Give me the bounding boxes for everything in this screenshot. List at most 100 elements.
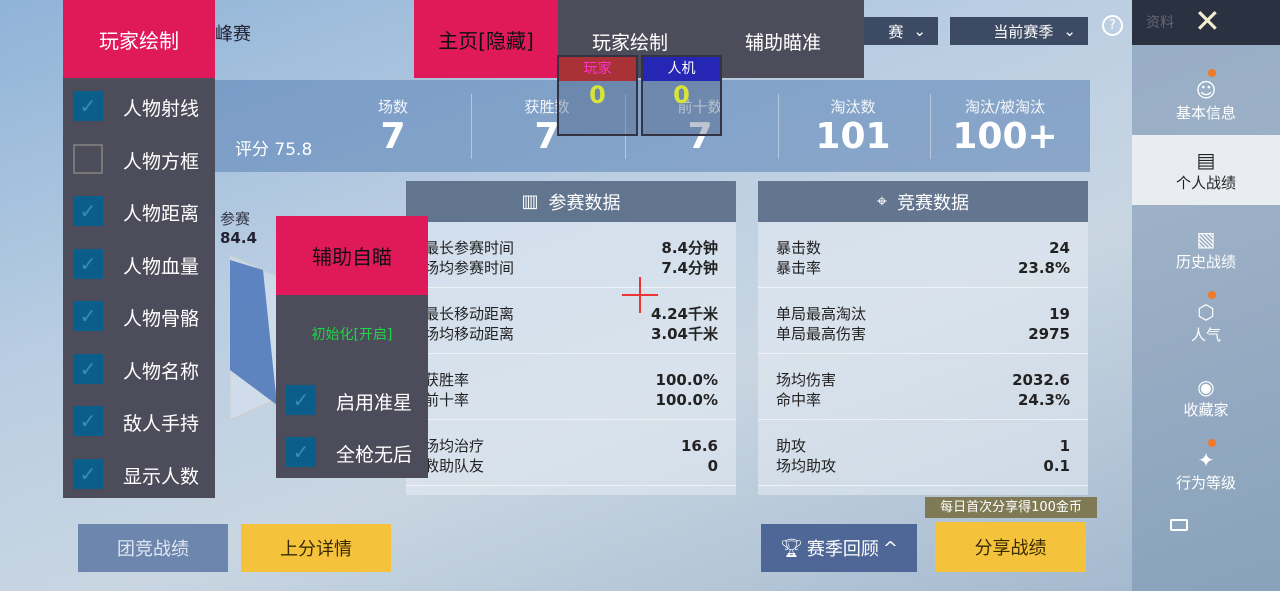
sidebar-item-label: 个人战绩 (1175, 173, 1236, 192)
aim-option[interactable]: ✓ 启用准星 (276, 374, 428, 426)
stat-value: 16.6 (680, 437, 718, 455)
stat-label: 场均助攻 (776, 457, 837, 475)
draw-option[interactable]: 人物方框 (63, 133, 215, 185)
stat-value: 1 (1059, 437, 1070, 455)
draw-option[interactable]: ✓ 人物名称 (63, 343, 215, 395)
season-review-button[interactable]: 🏆︎ 赛季回顾 ^ (761, 524, 917, 572)
stat-row: 暴击率 23.8% (776, 258, 1070, 278)
stat-value: 7 (380, 116, 406, 157)
right-sidebar: ☺ 基本信息 ▤ 个人战绩 ▧ 历史战绩 ⬡ 人气 ◉ 收藏家 ✦ 行为等级 (1132, 0, 1280, 591)
stat-group: 助攻 1 场均助攻 0.1 (758, 420, 1088, 486)
chevron-down-icon: ⌄ (913, 22, 926, 40)
checkbox[interactable]: ✓ (73, 406, 103, 436)
stat-row: 命中率 24.3% (776, 390, 1070, 410)
stat-row: 最长参赛时间 8.4分钟 (424, 238, 718, 258)
bot-label: 人机 (643, 57, 720, 81)
checkbox[interactable] (73, 143, 103, 174)
bar-chart-icon: ▥ (521, 191, 539, 212)
sidebar-item[interactable]: ☺ 基本信息 (1132, 65, 1280, 135)
season-dropdown[interactable]: 当前赛季 ⌄ (950, 17, 1088, 45)
stat-group: 最长参赛时间 8.4分钟 场均参赛时间 7.4分钟 (406, 222, 736, 288)
stat-label: 场均移动距离 (424, 325, 515, 343)
stat-value: 100+ (952, 116, 1058, 157)
sidebar-item-label: 人气 (1190, 325, 1221, 344)
share-button[interactable]: 分享战绩 (935, 522, 1086, 572)
option-label: 启用准星 (336, 392, 413, 414)
stat-top10: 前十数 7 (625, 80, 775, 172)
partial-title: 峰赛 (215, 24, 251, 45)
collector-badge-icon: ◉ (1197, 374, 1215, 399)
tab-player-draw[interactable]: 玩家绘制 (592, 32, 669, 54)
stat-group: 场均伤害 2032.6 命中率 24.3% (758, 354, 1088, 420)
sidebar-item-label: 基本信息 (1175, 103, 1236, 122)
draw-option[interactable]: ✓ 显示人数 (63, 448, 215, 500)
notification-dot (1208, 439, 1216, 447)
stat-matches: 场数 7 (318, 80, 468, 172)
stat-kd: 淘汰/被淘汰 100+ (930, 80, 1080, 172)
sidebar-item[interactable]: ◉ 收藏家 (1132, 362, 1280, 432)
crosshair-icon: ⌖ (876, 191, 888, 212)
stat-value: 3.04千米 (650, 325, 718, 343)
checkbox[interactable]: ✓ (73, 196, 103, 226)
stat-label: 淘汰/被淘汰 (964, 98, 1046, 116)
history-doc-icon: ▧ (1196, 226, 1216, 251)
option-label: 全枪无后 (336, 444, 413, 466)
close-icon[interactable]: ✕ (1194, 2, 1221, 40)
stat-value: 24.3% (1017, 391, 1070, 409)
stats-bar: 评分 75.8 场数 7 获胜数 7 前十数 7 淘汰数 101 淘汰/被淘汰 100+ (215, 80, 1090, 172)
checkbox[interactable]: ✓ (286, 385, 316, 415)
chevron-down-icon: ⌄ (1063, 22, 1076, 40)
stat-row: 场均伤害 2032.6 (776, 370, 1070, 390)
option-label: 人物方框 (123, 150, 200, 173)
checkbox[interactable]: ✓ (73, 353, 103, 384)
draw-option[interactable]: ✓ 人物射线 (63, 80, 215, 132)
stat-group: 场均治疗 16.6 救助队友 0 (406, 420, 736, 486)
stat-value: 100.0% (655, 371, 718, 389)
checkbox[interactable]: ✓ (73, 301, 103, 331)
stat-row: 助攻 1 (776, 436, 1070, 456)
popularity-icon: ⬡ (1197, 299, 1215, 324)
aim-option[interactable]: ✓ 全枪无后 (276, 426, 428, 478)
season-review-label: 赛季回顾 (806, 539, 879, 560)
stat-value: 24 (1049, 239, 1070, 257)
chart-doc-icon: ▤ (1196, 147, 1216, 172)
sidebar-item[interactable]: ▤ 个人战绩 (1132, 135, 1280, 205)
panel-title: 参赛数据 (548, 192, 621, 214)
sidebar-item-label: 收藏家 (1183, 400, 1229, 419)
stat-row: 最长移动距离 4.24千米 (424, 304, 718, 324)
option-label: 人物射线 (123, 98, 200, 120)
help-icon[interactable]: ? (1102, 15, 1123, 36)
stat-label: 救助队友 (424, 457, 485, 475)
rank-details-button[interactable]: 上分详情 (241, 524, 391, 572)
stat-label: 场均治疗 (424, 437, 485, 455)
checkbox[interactable]: ✓ (73, 91, 103, 121)
participation-panel: ▥ 参赛数据 最长参赛时间 8.4分钟 场均参赛时间 7.4分钟 最长移动距离 4.24千米… (406, 181, 736, 495)
checkbox[interactable]: ✓ (73, 458, 103, 489)
stat-label: 场均参赛时间 (424, 259, 515, 277)
draw-option[interactable]: ✓ 敌人手持 (63, 395, 215, 447)
tab-aim-assist[interactable]: 辅助瞄准 (745, 32, 822, 54)
menu-icon[interactable] (1170, 519, 1188, 531)
stat-label: 命中率 (776, 391, 822, 409)
checkbox[interactable]: ✓ (286, 437, 316, 467)
sidebar-item[interactable]: ▧ 历史战绩 (1132, 214, 1280, 284)
stat-value: 7 (534, 116, 560, 157)
draw-option[interactable]: ✓ 人物距离 (63, 185, 215, 237)
stat-label: 单局最高淘汰 (776, 305, 867, 323)
draw-option[interactable]: ✓ 人物血量 (63, 238, 215, 290)
draw-option[interactable]: ✓ 人物骨骼 (63, 290, 215, 342)
checkbox[interactable]: ✓ (73, 248, 103, 279)
tab-home-hidden[interactable]: 主页[隐藏] (414, 0, 558, 78)
option-label: 人物血量 (123, 255, 200, 278)
stat-label: 助攻 (776, 437, 807, 455)
sidebar-item[interactable]: ⬡ 人气 (1132, 287, 1280, 357)
stat-group: 最长移动距离 4.24千米 场均移动距离 3.04千米 (406, 288, 736, 354)
crosshair-icon (622, 277, 658, 313)
team-stats-button[interactable]: 团竞战绩 (78, 524, 228, 572)
stat-label: 暴击数 (776, 239, 822, 257)
sidebar-item[interactable]: ✦ 行为等级 (1132, 435, 1280, 505)
sidebar-top: 资料 ✕ (1132, 0, 1280, 45)
option-label: 敌人手持 (123, 413, 200, 435)
stat-value: 101 (815, 116, 891, 157)
stat-label: 最长参赛时间 (424, 239, 515, 257)
